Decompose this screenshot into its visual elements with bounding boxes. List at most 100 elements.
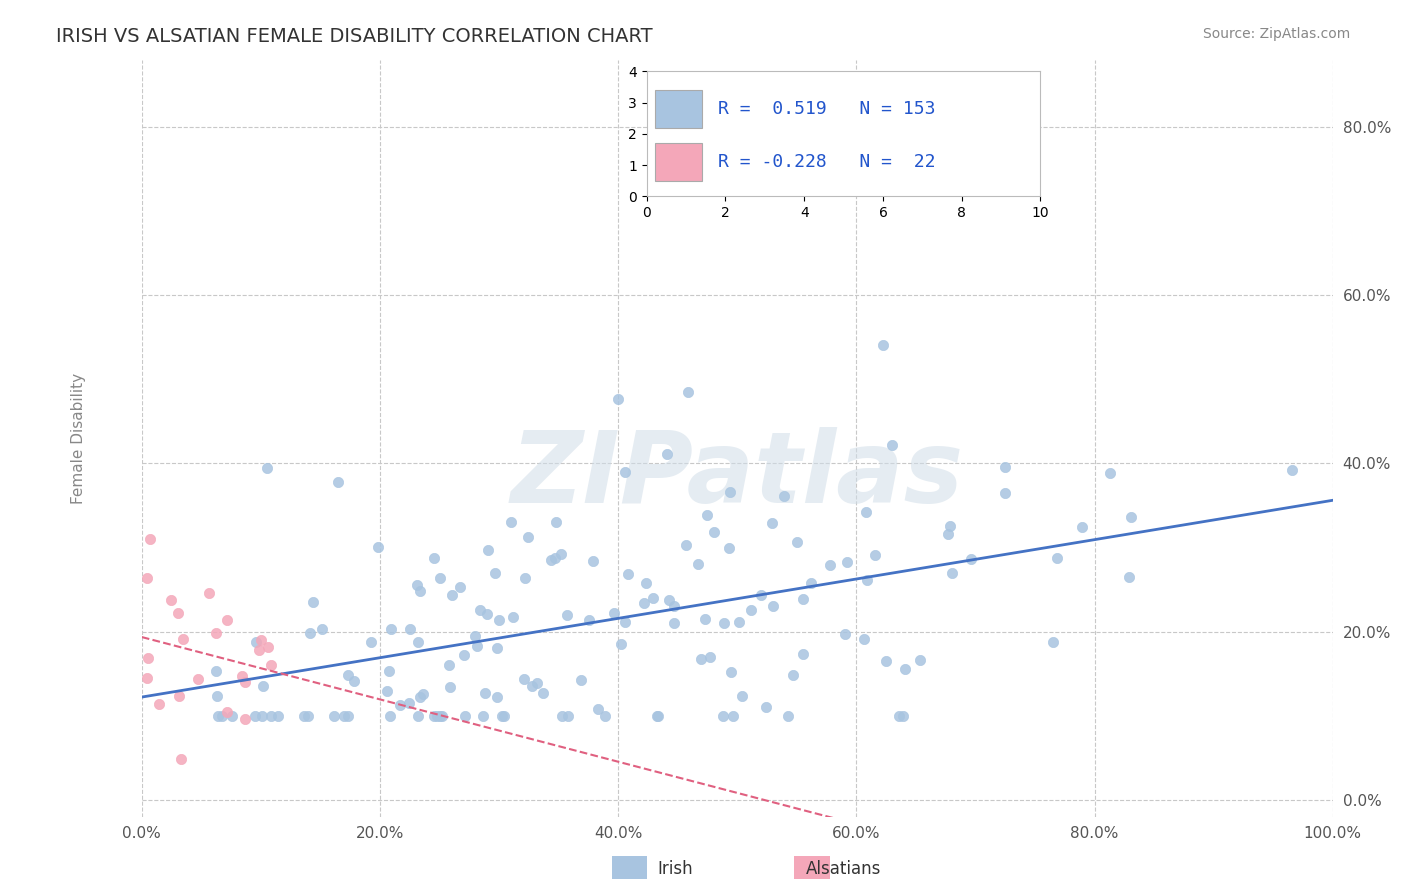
Text: R =  0.519   N = 153: R = 0.519 N = 153 — [717, 100, 935, 118]
Point — [301, 595, 323, 609]
Point — [776, 708, 799, 723]
Point — [260, 708, 283, 723]
Point — [267, 708, 290, 723]
Point — [408, 635, 430, 649]
Point — [343, 673, 366, 688]
Point — [453, 648, 475, 662]
Point — [723, 708, 745, 723]
Point — [454, 708, 477, 723]
Point — [429, 571, 451, 585]
Point — [662, 599, 685, 614]
Point — [676, 385, 699, 400]
Point — [526, 676, 548, 690]
Point — [540, 553, 562, 567]
Point — [994, 486, 1017, 500]
Point — [762, 599, 785, 613]
Point — [1042, 635, 1064, 649]
Point — [217, 706, 239, 720]
Point — [477, 607, 499, 621]
Point — [468, 603, 491, 617]
Point — [160, 593, 183, 607]
Point — [1118, 570, 1140, 584]
Point — [488, 613, 510, 627]
Point — [853, 632, 876, 646]
Point — [492, 708, 515, 723]
Point — [247, 642, 270, 657]
Point — [544, 551, 567, 566]
Point — [727, 615, 749, 630]
Point — [136, 650, 159, 665]
Point — [786, 535, 808, 549]
Point — [167, 689, 190, 703]
Point — [675, 538, 697, 552]
Point — [520, 679, 543, 693]
Point — [477, 543, 499, 558]
Point — [409, 690, 432, 704]
Point — [863, 548, 886, 562]
Point — [614, 465, 637, 479]
Point — [633, 596, 655, 610]
Point — [544, 516, 567, 530]
Point — [820, 558, 842, 573]
Point — [1071, 520, 1094, 534]
Point — [688, 557, 710, 571]
Point — [703, 525, 725, 540]
Text: Source: ZipAtlas.com: Source: ZipAtlas.com — [1202, 27, 1350, 41]
Point — [557, 708, 579, 723]
Point — [205, 664, 228, 678]
Point — [603, 606, 626, 620]
Point — [1045, 551, 1067, 566]
Point — [398, 696, 420, 710]
Point — [465, 639, 488, 653]
Point — [148, 697, 170, 711]
Point — [782, 668, 804, 682]
Point — [187, 673, 209, 687]
Point — [243, 708, 266, 723]
Point — [696, 508, 718, 522]
Text: ZIPatlas: ZIPatlas — [510, 427, 965, 524]
Point — [167, 607, 190, 621]
Point — [941, 566, 963, 580]
Point — [792, 592, 814, 607]
Point — [578, 613, 600, 627]
Point — [555, 608, 578, 623]
Point — [617, 567, 640, 582]
Point — [569, 673, 592, 688]
Point — [249, 632, 271, 647]
Point — [233, 712, 256, 726]
Point — [292, 708, 315, 723]
Point — [689, 652, 711, 666]
Point — [211, 708, 233, 723]
Point — [326, 475, 349, 490]
Point — [761, 516, 783, 530]
Point — [513, 571, 536, 585]
Point — [755, 700, 778, 714]
Point — [406, 577, 429, 591]
Point — [994, 459, 1017, 474]
Point — [551, 708, 574, 723]
Y-axis label: Female Disability: Female Disability — [72, 373, 86, 504]
Point — [474, 686, 496, 700]
Point — [593, 708, 616, 723]
Point — [499, 515, 522, 529]
Point — [835, 555, 858, 569]
Point — [908, 653, 931, 667]
Point — [960, 552, 983, 566]
Point — [172, 632, 194, 647]
Point — [658, 593, 681, 607]
Point — [893, 662, 915, 676]
Point — [647, 708, 669, 723]
Point — [513, 673, 536, 687]
Point — [378, 664, 401, 678]
Point — [426, 708, 449, 723]
Point — [731, 689, 754, 703]
Point — [311, 622, 333, 636]
Point — [437, 658, 460, 673]
Point — [360, 635, 382, 649]
Point — [423, 550, 446, 565]
Point — [449, 580, 471, 594]
Point — [464, 629, 486, 643]
Point — [693, 612, 716, 626]
Point — [375, 684, 398, 698]
Point — [720, 665, 742, 680]
